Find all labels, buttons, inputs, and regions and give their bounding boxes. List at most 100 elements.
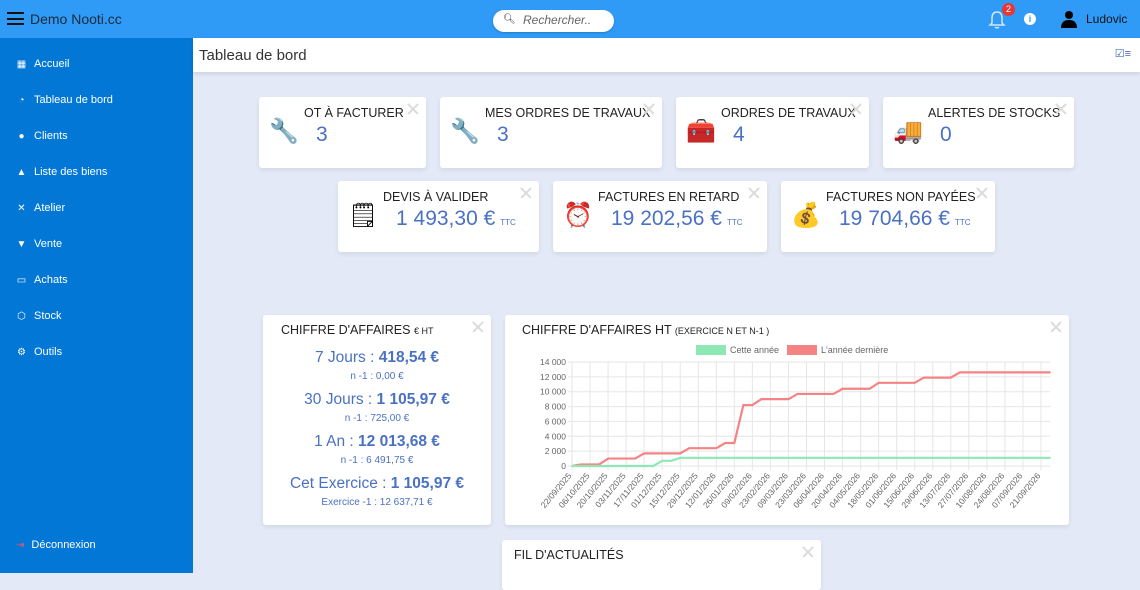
data-point <box>1031 371 1033 374</box>
data-point <box>697 447 700 449</box>
wrench-icon: 🔧 <box>269 118 299 145</box>
sidebar-item-label: Achats <box>34 274 68 286</box>
sidebar-item-tableau-de-bord[interactable]: ◔ Tableau de bord <box>16 94 112 106</box>
data-point <box>634 457 636 460</box>
data-point <box>661 460 663 462</box>
revenue-exercise: Cet Exercice : 1 105,97 € <box>289 475 465 492</box>
logout-icon: ⇥ <box>16 539 25 551</box>
info-icon[interactable]: i <box>1024 13 1036 25</box>
widget-devis-a-valider[interactable]: 🗒 DEVIS À VALIDER 1 493,30 € TTC <box>338 181 539 252</box>
data-point <box>977 457 979 459</box>
close-icon[interactable] <box>976 187 988 199</box>
widget-factures-non-payees[interactable]: 💰 FACTURES NON PAYÉES 19 704,66 € TTC <box>781 181 995 252</box>
data-point <box>922 457 925 459</box>
page-header: Tableau de bord ☑≡ <box>193 38 1140 72</box>
widget-factures-en-retard[interactable]: ⏰ FACTURES EN RETARD 19 202,56 € TTC <box>553 181 767 252</box>
sidebar-item-accueil[interactable]: ▦ Accueil <box>16 58 70 70</box>
cogs-icon: ⚙ <box>17 346 26 358</box>
sidebar-item-liste-des-biens[interactable]: ▲ Liste des biens <box>16 166 108 178</box>
data-point <box>959 371 961 374</box>
y-tick-label: 10 000 <box>540 387 566 397</box>
y-tick-label: 4 000 <box>545 431 567 441</box>
close-icon[interactable] <box>407 103 419 115</box>
close-icon[interactable] <box>472 321 484 333</box>
data-point <box>733 457 736 459</box>
legend-item-this-year[interactable]: Cette année <box>696 345 779 355</box>
data-point <box>913 457 916 459</box>
tools-icon: ✕ <box>17 202 26 214</box>
revenue-list: 7 Jours : 418,54 € n -1 : 0,00 € 30 Jour… <box>263 340 491 508</box>
close-icon[interactable] <box>802 546 814 558</box>
revenue-1-year: 1 An : 12 013,68 € <box>314 433 440 450</box>
data-point <box>652 452 654 455</box>
data-point <box>778 457 781 459</box>
sidebar-item-outils[interactable]: ⚙ Outils <box>16 346 62 358</box>
legend-item-last-year[interactable]: L'année dernière <box>787 345 888 355</box>
sidebar-item-stock[interactable]: ⬡ Stock <box>16 310 61 322</box>
data-point <box>913 382 916 384</box>
notepad-icon: 🗒 <box>348 202 379 229</box>
search-box[interactable]: 🔍︎ <box>493 10 614 32</box>
data-point <box>949 376 952 379</box>
widget-value: 1 493,30 € TTC <box>396 207 516 230</box>
user-icon[interactable] <box>1060 10 1078 28</box>
close-icon[interactable] <box>1055 103 1067 115</box>
hamburger-menu-icon[interactable] <box>7 12 24 25</box>
legend-swatch <box>787 345 817 355</box>
widget-value: 3 <box>316 123 328 146</box>
data-point <box>661 452 663 455</box>
data-point <box>995 371 997 374</box>
sidebar-item-achats[interactable]: ▭ Achats <box>16 274 68 286</box>
widget-mes-ordres-de-travaux[interactable]: 🔧 MES ORDRES DE TRAVAUX 3 <box>440 97 662 168</box>
widget-ordres-de-travaux[interactable]: 🧰 ORDRES DE TRAVAUX 4 <box>676 97 869 168</box>
app-title[interactable]: Demo Nooti.cc <box>30 11 122 27</box>
data-point <box>877 457 880 459</box>
data-point <box>868 457 871 459</box>
data-point <box>760 398 763 400</box>
toolbox-icon: 🧰 <box>686 118 716 145</box>
widget-title: ORDRES DE TRAVAUX <box>721 106 856 120</box>
data-point <box>841 387 844 390</box>
close-icon[interactable] <box>748 187 760 199</box>
data-point <box>625 465 627 467</box>
data-point <box>931 376 934 379</box>
y-tick-label: 14 000 <box>540 357 566 367</box>
delivery-truck-icon: 🚚 <box>893 118 923 145</box>
sidebar-item-clients[interactable]: ● Clients <box>16 130 67 142</box>
data-point <box>616 465 618 467</box>
checklist-icon[interactable]: ☑≡ <box>1114 48 1131 60</box>
logout-button[interactable]: ⇥ Déconnexion <box>16 539 96 551</box>
data-point <box>895 382 898 384</box>
user-name[interactable]: Ludovic <box>1086 12 1128 26</box>
widget-alertes-de-stocks[interactable]: 🚚 ALERTES DE STOCKS 0 <box>883 97 1074 168</box>
widget-ot-a-facturer[interactable]: 🔧 OT À FACTURER 3 <box>259 97 426 168</box>
close-icon[interactable] <box>643 103 655 115</box>
search-input[interactable] <box>523 13 608 27</box>
sidebar-item-atelier[interactable]: ✕ Atelier <box>16 202 65 214</box>
top-bar: Demo Nooti.cc 🔍︎ 2 i Ludovic <box>0 0 1140 38</box>
data-point <box>922 376 925 379</box>
bell-icon[interactable] <box>988 10 1006 30</box>
widget-title: ALERTES DE STOCKS <box>928 106 1061 120</box>
close-icon[interactable] <box>850 103 862 115</box>
data-point <box>670 460 673 462</box>
revenue-summary-card: CHIFFRE D'AFFAIRES € HT 7 Jours : 418,54… <box>263 315 491 525</box>
widget-value: 0 <box>940 123 952 146</box>
widget-value: 19 704,66 € TTC <box>839 207 971 230</box>
data-point <box>886 457 889 459</box>
data-point <box>571 465 573 467</box>
data-point <box>986 371 988 374</box>
grid-icon: ▦ <box>16 58 27 70</box>
data-point <box>589 465 591 467</box>
close-icon[interactable] <box>520 187 532 199</box>
data-point <box>868 387 871 390</box>
cart-icon: ▼ <box>16 238 27 250</box>
data-point <box>904 457 907 459</box>
sidebar-item-vente[interactable]: ▼ Vente <box>16 238 63 250</box>
widget-title: DEVIS À VALIDER <box>383 190 489 204</box>
data-point <box>1004 457 1006 459</box>
legend-swatch <box>696 345 726 355</box>
revenue-30-days-prev: n -1 : 725,00 € <box>344 413 410 424</box>
data-point <box>598 465 600 467</box>
data-point <box>995 457 997 459</box>
